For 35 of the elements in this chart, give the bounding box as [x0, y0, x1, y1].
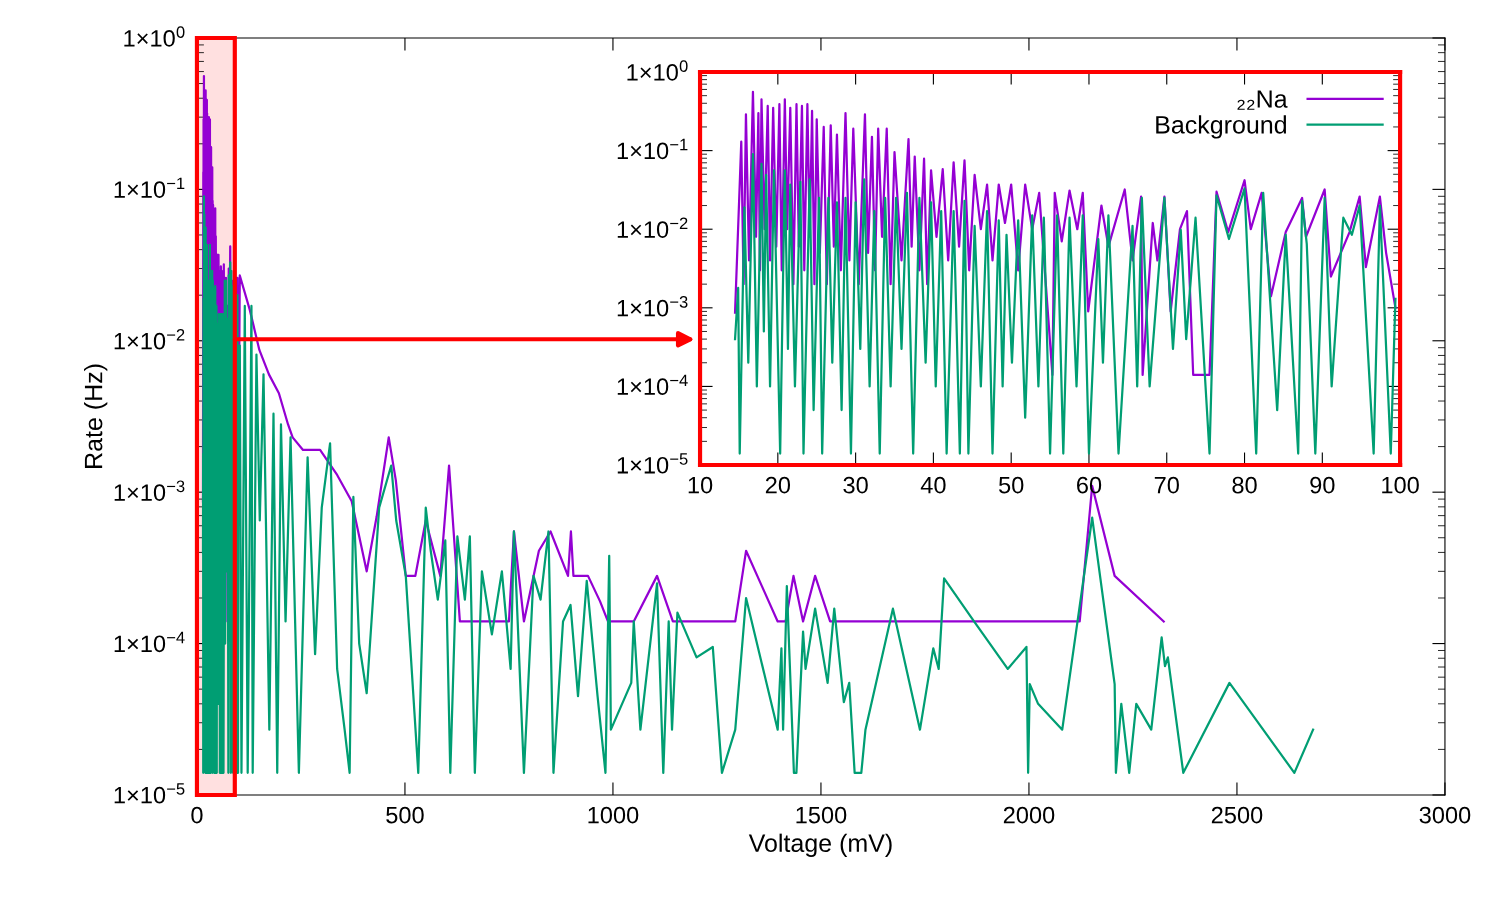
x-tick-label: 20 — [765, 476, 791, 494]
y-tick-label: 1×10$^{−1}$ — [114, 177, 185, 198]
y-tick-label: 1×10$^{−5}$ — [114, 783, 185, 804]
line-series — [733, 90, 1397, 377]
y-axis-title: Rate (Hz) — [84, 364, 108, 468]
y-tick-label: 1×10$^{−5}$ — [617, 453, 688, 474]
y-tick-label: 1×10$^{−2}$ — [617, 217, 688, 238]
y-tick-label: 1×10$^{−3}$ — [114, 480, 185, 501]
x-tick-label: 0 — [191, 806, 203, 824]
x-tick-label: 50 — [999, 476, 1024, 494]
x-axis-title: Voltage (mV) — [748, 833, 892, 857]
legend-label: Background — [1156, 115, 1286, 139]
legend-label: ₂₂Na — [1237, 90, 1288, 110]
x-tick-label: 2500 — [1211, 806, 1263, 824]
x-tick-label: 500 — [386, 806, 424, 824]
y-tick-label: 1×10$^{−3}$ — [617, 296, 688, 317]
y-tick-label: 1×10$^{0}$ — [124, 26, 185, 47]
x-tick-label: 10 — [688, 476, 713, 494]
x-tick-label: 80 — [1232, 476, 1257, 494]
y-tick-label: 1×10$^{0}$ — [627, 60, 688, 81]
y-tick-label: 1×10$^{−1}$ — [617, 138, 688, 160]
x-tick-label: 90 — [1310, 476, 1335, 494]
x-tick-label: 40 — [920, 476, 946, 494]
x-tick-label: 1500 — [796, 806, 847, 824]
x-tick-label: 70 — [1154, 476, 1179, 494]
line-series — [733, 153, 1397, 455]
y-tick-label: 1×10$^{−2}$ — [114, 329, 185, 350]
y-tick-label: 1×10$^{−4}$ — [617, 374, 688, 396]
x-tick-label: 100 — [1382, 476, 1419, 494]
y-tick-label: 1×10$^{−4}$ — [114, 631, 185, 653]
x-tick-label: 1000 — [588, 806, 639, 824]
x-tick-label: 30 — [843, 476, 868, 494]
x-tick-label: 60 — [1077, 476, 1102, 494]
x-tick-label: 3000 — [1419, 806, 1471, 824]
x-tick-label: 2000 — [1003, 806, 1055, 824]
